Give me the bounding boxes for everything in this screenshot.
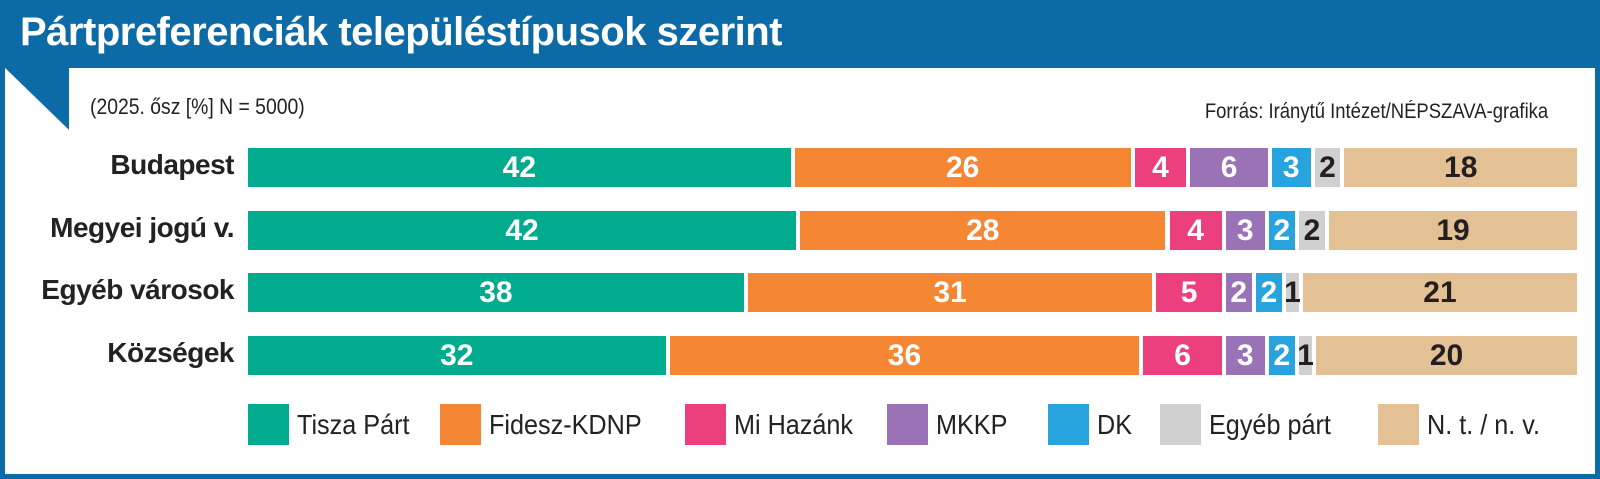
data-label: 26 — [945, 150, 980, 184]
legend-label: Fidesz-KDNP — [489, 408, 642, 440]
bar-segment: 28 — [800, 211, 1166, 250]
row-label: Községek — [107, 337, 234, 368]
bar-segment: 6 — [1190, 148, 1268, 187]
bar-segment: 42 — [248, 211, 797, 250]
bar-segment: 20 — [1316, 336, 1577, 375]
legend-item: Egyéb párt — [1160, 404, 1344, 445]
data-label: 3 — [1282, 150, 1300, 184]
chart-source: Forrás: Iránytű Intézet/NÉPSZAVA-grafika — [1204, 100, 1548, 123]
bar-segment: 26 — [794, 148, 1131, 187]
data-label: 2 — [1260, 275, 1278, 309]
legend-label: DK — [1097, 408, 1133, 440]
legend-swatch — [1160, 404, 1201, 445]
bar-segment: 2 — [1225, 273, 1252, 312]
bar-segment: 4 — [1134, 148, 1187, 187]
data-label: 1 — [1297, 338, 1314, 372]
bar-segment: 36 — [669, 336, 1140, 375]
data-label: 5 — [1180, 275, 1198, 309]
row-label: Budapest — [110, 149, 234, 180]
data-label: 28 — [966, 213, 1000, 247]
chart-title: Pártpreferenciák településtípusok szerin… — [20, 10, 783, 54]
data-label: 42 — [502, 150, 537, 184]
legend-label: Egyéb párt — [1209, 408, 1331, 440]
legend-label: Tisza Párt — [297, 408, 410, 440]
data-label: 2 — [1273, 338, 1291, 372]
row-label: Egyéb városok — [41, 274, 234, 305]
legend-label: Mi Hazánk — [734, 408, 854, 440]
legend-swatch — [1378, 404, 1419, 445]
data-label: 32 — [440, 338, 474, 372]
data-label: 2 — [1303, 213, 1321, 247]
data-label: 6 — [1220, 150, 1238, 184]
data-label: 18 — [1444, 150, 1478, 184]
bar-segment: 18 — [1344, 148, 1577, 187]
legend-swatch — [1048, 404, 1089, 445]
data-label: 20 — [1429, 338, 1464, 372]
bar-segment: 2 — [1298, 211, 1326, 250]
legend-item: Mi Hazánk — [685, 404, 866, 445]
bar-segment: 2 — [1255, 273, 1282, 312]
data-label: 31 — [933, 275, 967, 309]
data-label: 38 — [479, 275, 513, 309]
data-label: 3 — [1236, 338, 1254, 372]
bar-segment: 3 — [1225, 336, 1265, 375]
data-label: 19 — [1436, 213, 1470, 247]
bar-segment: 19 — [1329, 211, 1577, 250]
data-label: 4 — [1152, 150, 1169, 184]
bar-segment: 3 — [1225, 211, 1265, 250]
data-label: 2 — [1273, 213, 1291, 247]
bar-segment: 1 — [1297, 336, 1314, 375]
bar-segment: 32 — [248, 336, 666, 375]
legend-item: N. t. / n. v. — [1378, 404, 1553, 445]
bar-segment: 3 — [1271, 148, 1311, 187]
data-label: 6 — [1174, 338, 1191, 372]
legend-swatch — [887, 404, 928, 445]
legend-swatch — [440, 404, 481, 445]
data-label: 3 — [1236, 213, 1254, 247]
data-label: 1 — [1284, 275, 1301, 309]
bar-segment: 4 — [1169, 211, 1222, 250]
legend-item: Fidesz-KDNP — [440, 404, 659, 445]
legend-item: DK — [1048, 404, 1136, 445]
legend-label: N. t. / n. v. — [1427, 408, 1540, 440]
data-label: 21 — [1423, 275, 1457, 309]
legend-swatch — [248, 404, 289, 445]
legend-item: MKKP — [887, 404, 1015, 445]
bar-segment: 31 — [747, 273, 1153, 312]
data-label: 2 — [1230, 275, 1248, 309]
title-bar: Pártpreferenciák településtípusok szerin… — [0, 0, 1600, 68]
bar-segment: 5 — [1156, 273, 1222, 312]
row-label: Megyei jogú v. — [50, 212, 234, 243]
bar-segment: 1 — [1284, 273, 1301, 312]
data-label: 42 — [505, 213, 539, 247]
data-label: 4 — [1187, 213, 1204, 247]
bar-segment: 2 — [1314, 148, 1341, 187]
bar-segment: 21 — [1302, 273, 1577, 312]
bar-segment: 6 — [1143, 336, 1222, 375]
data-label: 36 — [887, 338, 922, 372]
data-label: 2 — [1319, 150, 1336, 184]
legend-item: Tisza Párt — [248, 404, 422, 445]
bar-segment: 42 — [248, 148, 791, 187]
bar-segment: 38 — [248, 273, 744, 312]
bar-segment: 2 — [1268, 211, 1295, 250]
bar-segment: 2 — [1268, 336, 1295, 375]
chart-subtitle: (2025. ősz [%] N = 5000) — [90, 94, 305, 119]
legend-swatch — [685, 404, 726, 445]
legend-label: MKKP — [936, 408, 1008, 440]
